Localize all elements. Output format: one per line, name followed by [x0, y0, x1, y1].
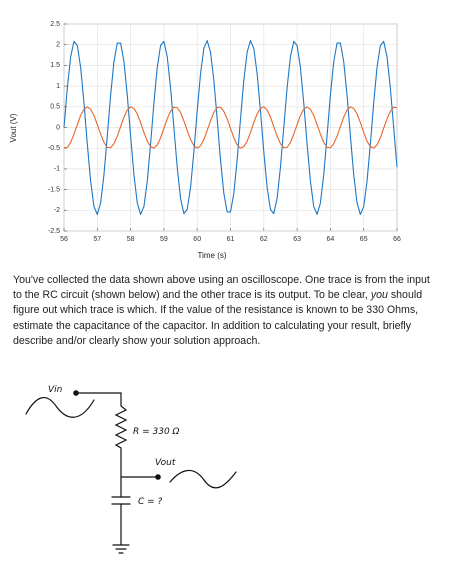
x-tick-label: 59 — [160, 236, 168, 243]
input-wave — [25, 397, 95, 418]
emphasis: you — [370, 289, 388, 302]
circuit-wires — [25, 390, 237, 554]
vout-label: Vout — [155, 458, 176, 468]
circuit-diagram: Vin R = 330 Ω Vout C = ? — [25, 385, 237, 554]
y-tick-label: -1 — [54, 166, 60, 173]
chart: 56 57 58 59 60 61 62 63 64 65 66 -2.5 -2 -1.5 -1 -0.5 0 0… — [9, 21, 401, 260]
output-terminal — [155, 474, 161, 480]
x-tick-label: 58 — [127, 236, 135, 243]
y-tick-label: 1.5 — [50, 62, 60, 69]
y-tick-label: 2.5 — [50, 21, 60, 28]
x-tick-label: 56 — [60, 236, 68, 243]
y-tick-label: 0 — [56, 124, 60, 131]
y-tick-label: 0.5 — [50, 104, 60, 111]
output-wave — [169, 469, 237, 489]
y-axis-title: Vout (V) — [9, 113, 18, 142]
y-tick-label: 1 — [56, 83, 60, 90]
y-tick-label: -2 — [54, 207, 60, 214]
x-tick-label: 61 — [227, 236, 235, 243]
x-tick-label: 66 — [393, 236, 401, 243]
y-tick-label: -0.5 — [48, 145, 60, 152]
resistor — [75, 392, 128, 498]
x-tick-label: 64 — [327, 236, 335, 243]
x-tick-label: 57 — [93, 236, 101, 243]
y-tick-label: -1.5 — [48, 186, 60, 193]
capacitor-label: C = ? — [138, 497, 163, 507]
text-run: You've collected the data shown above us… — [13, 274, 430, 302]
x-axis-title: Time (s) — [197, 251, 226, 260]
question-text: You've collected the data shown above us… — [13, 273, 438, 349]
resistor-label: R = 330 Ω — [133, 427, 180, 437]
vin-label: Vin — [48, 385, 63, 395]
x-tick-label: 63 — [293, 236, 301, 243]
trace-line — [63, 106, 398, 149]
x-tick-label: 62 — [260, 236, 268, 243]
trace-line — [63, 40, 398, 215]
x-tick-label: 60 — [193, 236, 201, 243]
traces — [63, 40, 398, 215]
y-tick-label: -2.5 — [48, 228, 60, 235]
capacitor-ground — [111, 496, 131, 554]
text-run: should figure out which trace is which. … — [13, 289, 423, 347]
x-tick-label: 65 — [360, 236, 368, 243]
y-tick-label: 2 — [56, 42, 60, 49]
tick-labels: 56 57 58 59 60 61 62 63 64 65 66 -2.5 -2 -1.5 -1 -0.5 0 0… — [48, 21, 401, 243]
